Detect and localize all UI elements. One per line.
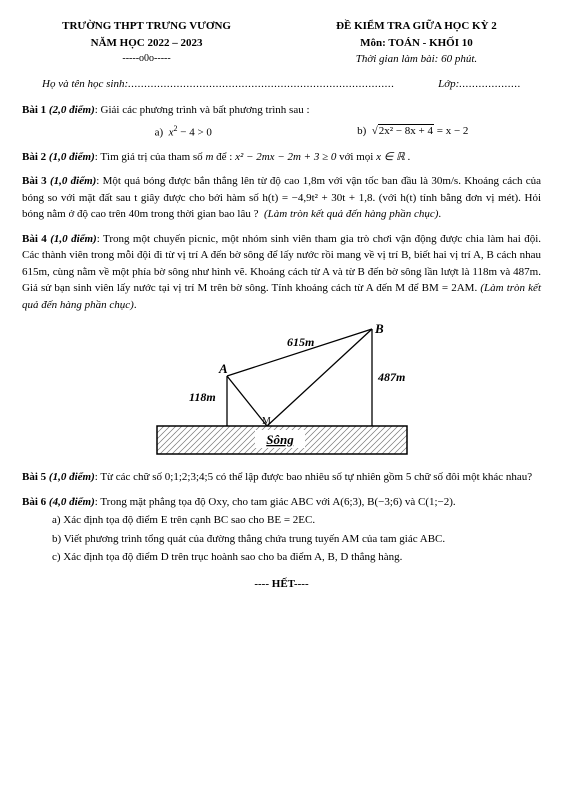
p4-label: Bài 4	[22, 233, 47, 245]
p5-label: Bài 5	[22, 471, 46, 483]
label-b: B	[374, 321, 384, 336]
problem-1: Bài 1 (2,0 điểm): Giải các phương trình …	[22, 102, 541, 141]
class-dots: ...................	[459, 78, 521, 90]
header-left: TRƯỜNG THPT TRƯNG VƯƠNG NĂM HỌC 2022 – 2…	[22, 18, 271, 68]
label-615: 615m	[287, 335, 314, 349]
river-label: Sông	[266, 432, 294, 447]
class-label: Lớp:	[438, 78, 459, 90]
school-name: TRƯỜNG THPT TRƯNG VƯƠNG	[22, 18, 271, 35]
p6-a: a) Xác định tọa độ điểm E trên cạnh BC s…	[52, 512, 541, 529]
header: TRƯỜNG THPT TRƯNG VƯƠNG NĂM HỌC 2022 – 2…	[22, 18, 541, 68]
p4-text: : Trong một chuyến picnic, một nhóm sinh…	[22, 233, 541, 295]
school-year: NĂM HỌC 2022 – 2023	[22, 35, 271, 52]
p3-label: Bài 3	[22, 175, 47, 187]
diagram-svg: Sông A B M 615m 487m 118m	[137, 321, 427, 461]
p3-ital: (Làm tròn kết quả đến hàng phần chục)	[264, 208, 438, 220]
student-name-label: Họ và tên học sinh:	[42, 78, 128, 90]
problem-5: Bài 5 (1,0 điểm): Từ các chữ số 0;1;2;3;…	[22, 469, 541, 486]
p2-t3: với mọi	[336, 151, 376, 163]
p2-t1: : Tìm giá trị của tham số	[95, 151, 206, 163]
p1-pts: (2,0 điểm)	[49, 104, 95, 116]
p2-eq: x² − 2mx − 2m + 3 ≥ 0	[235, 151, 336, 163]
name-dots: ........................................…	[128, 78, 395, 90]
p6-b: b) Viết phương trình tổng quát của đường…	[52, 531, 541, 548]
duration: Thời gian làm bài: 60 phút.	[292, 51, 541, 68]
p2-pts: (1,0 điểm)	[49, 151, 95, 163]
p1-eq-a: a) x2 − 4 > 0	[155, 123, 212, 141]
exam-title: ĐỀ KIỂM TRA GIỮA HỌC KỲ 2	[292, 18, 541, 35]
p6-c: c) Xác định tọa độ điểm D trên trục hoàn…	[52, 549, 541, 566]
p6-subs: a) Xác định tọa độ điểm E trên cạnh BC s…	[52, 512, 541, 566]
problem-4: Bài 4 (1,0 điểm): Trong một chuyến picni…	[22, 231, 541, 314]
header-right: ĐỀ KIỂM TRA GIỮA HỌC KỲ 2 Môn: TOÁN - KH…	[292, 18, 541, 68]
footer-het: ---- HẾT----	[22, 576, 541, 593]
p1-a-label: a)	[155, 126, 164, 138]
label-118: 118m	[189, 390, 216, 404]
p1-b-sqrt: 2x² − 8x + 4	[378, 124, 434, 137]
p5-pts: (1,0 điểm)	[49, 471, 95, 483]
problem-2: Bài 2 (1,0 điểm): Tìm giá trị của tham s…	[22, 149, 541, 166]
problem-6: Bài 6 (4,0 điểm): Trong mặt phẳng tọa độ…	[22, 494, 541, 566]
p1-text: : Giải các phương trình và bất phương tr…	[95, 104, 310, 116]
student-row: Họ và tên học sinh:.....................…	[42, 76, 541, 93]
p5-text: : Từ các chữ số 0;1;2;3;4;5 có thể lập đ…	[95, 471, 532, 483]
p1-label: Bài 1	[22, 104, 46, 116]
student-name-field: Họ và tên học sinh:.....................…	[42, 76, 438, 93]
problem-3: Bài 3 (1,0 điểm): Một quả bóng được bắn …	[22, 173, 541, 223]
p6-pts: (4,0 điểm)	[49, 496, 95, 508]
p1-eq-b: b) 2x² − 8x + 4 = x − 2	[357, 123, 468, 141]
diagram: Sông A B M 615m 487m 118m	[22, 321, 541, 461]
label-a: A	[218, 361, 228, 376]
p1-a-rest: − 4 > 0	[178, 126, 212, 138]
p2-t2: để :	[213, 151, 235, 163]
p2-xr: x ∈ ℝ	[376, 151, 405, 163]
separator-ooo: -----o0o-----	[22, 51, 271, 66]
p6-label: Bài 6	[22, 496, 46, 508]
p2-dot: .	[405, 151, 411, 163]
subject: Môn: TOÁN - KHỐI 10	[292, 35, 541, 52]
sqrt-icon: 2x² − 8x + 4	[372, 123, 434, 140]
p1-equations: a) x2 − 4 > 0 b) 2x² − 8x + 4 = x − 2	[82, 123, 541, 141]
edge-bm	[267, 329, 372, 426]
p3-pts: (1,0 điểm)	[50, 175, 96, 187]
label-m: M	[262, 416, 271, 427]
label-487: 487m	[377, 370, 405, 384]
p1-b-rhs: = x − 2	[434, 125, 468, 137]
p1-b-label: b)	[357, 125, 366, 137]
edge-am	[227, 376, 267, 426]
class-field: Lớp:...................	[438, 76, 521, 93]
p6-text: : Trong mặt phẳng tọa độ Oxy, cho tam gi…	[95, 496, 456, 508]
p4-pts: (1,0 điểm)	[50, 233, 97, 245]
p2-label: Bài 2	[22, 151, 46, 163]
